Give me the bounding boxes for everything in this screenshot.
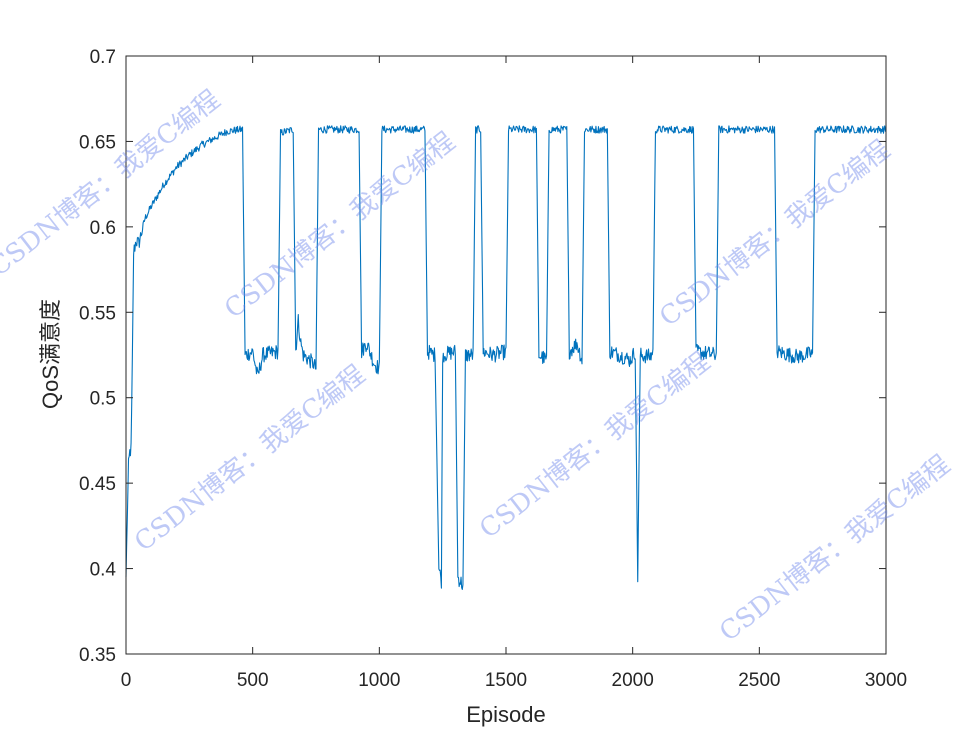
y-tick-label: 0.4 — [90, 560, 117, 581]
series-layer — [125, 125, 887, 591]
plot-area — [126, 56, 886, 654]
x-tick-label: 2000 — [612, 670, 654, 691]
y-tick-label: 0.5 — [90, 389, 116, 410]
y-tick-label: 0.45 — [79, 474, 116, 495]
y-tick-label: 0.55 — [79, 303, 116, 324]
axes-box — [125, 55, 887, 655]
x-tick-label: 500 — [237, 670, 269, 691]
y-tick-label: 0.6 — [90, 218, 116, 239]
x-tick-label: 3000 — [865, 670, 907, 691]
y-tick-label: 0.35 — [79, 645, 116, 666]
ticks-layer: 0 500 1000 1500 2000 2500 3000 0.35 0.4 0.45 0.5 0.… — [79, 47, 907, 691]
x-tick-label: 0 — [121, 670, 132, 691]
x-axis-label: Episode — [466, 702, 546, 727]
x-tick-label: 1000 — [358, 670, 400, 691]
y-tick-label: 0.7 — [90, 47, 116, 68]
x-tick-label: 2500 — [738, 670, 780, 691]
series-line-0 — [125, 125, 887, 591]
x-tick-label: 1500 — [485, 670, 527, 691]
y-axis-label: QoS满意度 — [38, 299, 63, 409]
y-tick-label: 0.65 — [79, 132, 116, 153]
